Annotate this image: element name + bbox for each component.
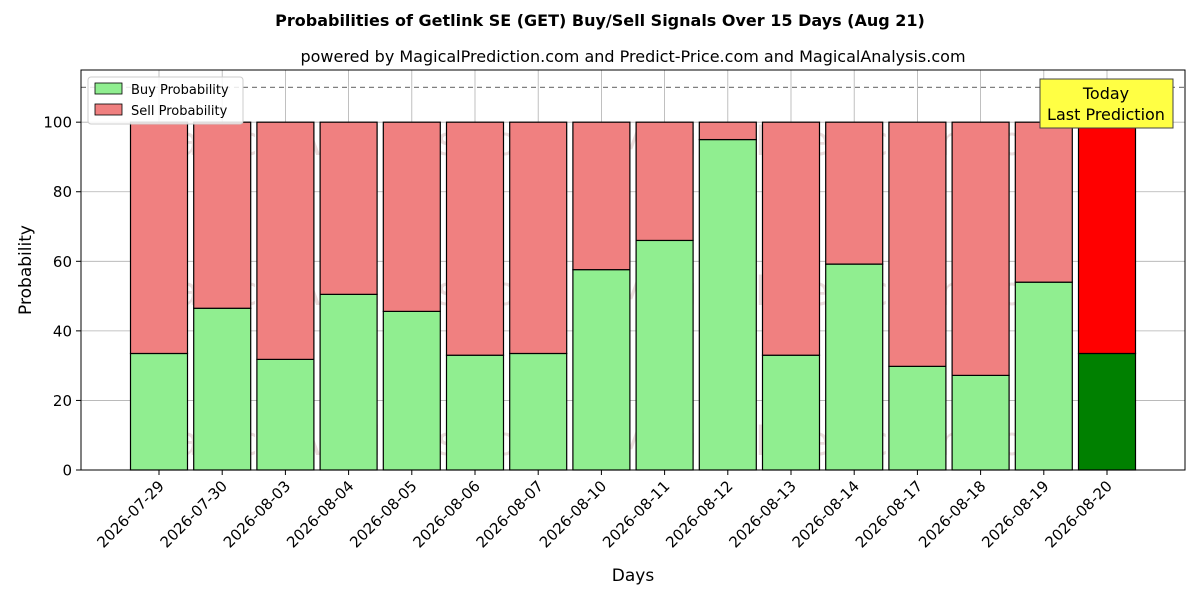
x-tick-label: 2026-08-19 <box>978 477 1052 551</box>
x-tick-label: 2026-08-07 <box>473 477 547 551</box>
buy-bar <box>382 310 441 471</box>
buy-bar <box>193 307 252 471</box>
sell-bar <box>572 121 631 271</box>
legend: Buy Probability Sell Probability <box>87 76 244 125</box>
y-tick-label: 40 <box>53 322 72 340</box>
sell-bar <box>635 121 694 242</box>
x-tick-label: 2026-08-05 <box>346 477 420 551</box>
x-axis: 2026-07-292026-07-302026-08-032026-08-04… <box>93 470 1116 551</box>
buy-bar <box>635 239 694 471</box>
x-tick-label: 2026-07-30 <box>157 477 231 551</box>
today-annotation-line1: Today <box>1082 84 1129 103</box>
y-tick-label: 80 <box>53 183 72 201</box>
legend-sell-label: Sell Probability <box>131 104 228 119</box>
x-tick-label: 2026-08-11 <box>599 477 673 551</box>
x-tick-label: 2026-08-10 <box>536 477 610 551</box>
bars <box>129 121 1137 471</box>
buy-bar <box>761 354 821 471</box>
today-annotation: Today Last Prediction <box>1039 78 1174 129</box>
sell-bar <box>445 121 505 356</box>
y-axis: 0 20 40 60 80 100 <box>43 114 81 480</box>
legend-box <box>87 76 244 125</box>
sell-bar <box>382 121 441 312</box>
buy-bar <box>509 352 568 471</box>
x-tick-label: 2026-08-03 <box>220 477 294 551</box>
x-tick-label: 2026-08-04 <box>283 477 357 551</box>
chart-title: Probabilities of Getlink SE (GET) Buy/Se… <box>275 11 925 30</box>
x-tick-label: 2026-08-18 <box>915 477 989 551</box>
buy-bar <box>319 293 378 471</box>
buy-bar <box>129 352 189 471</box>
x-axis-label: Days <box>612 566 655 586</box>
legend-sell-swatch <box>94 103 123 116</box>
x-tick-label: 2026-08-17 <box>852 477 926 551</box>
legend-buy-label: Buy Probability <box>131 83 229 98</box>
sell-bar <box>509 121 568 355</box>
buy-bar <box>256 358 315 471</box>
legend-buy-swatch <box>94 82 123 95</box>
buy-bar <box>445 354 505 471</box>
buy-bar <box>1077 352 1137 471</box>
x-tick-label: 2026-08-13 <box>725 477 799 551</box>
sell-bar <box>698 121 757 141</box>
y-tick-label: 0 <box>62 462 72 480</box>
buy-bar <box>572 269 631 471</box>
chart-subtitle: powered by MagicalPrediction.com and Pre… <box>300 47 965 66</box>
sell-bar <box>1077 121 1137 355</box>
sell-bar <box>761 121 821 356</box>
x-tick-label: 2026-08-20 <box>1041 477 1115 551</box>
sell-bar <box>193 121 252 309</box>
sell-bar <box>1014 121 1073 283</box>
y-tick-label: 100 <box>43 114 72 132</box>
buy-bar <box>825 263 884 471</box>
today-annotation-box <box>1039 78 1174 129</box>
y-axis-label: Probability <box>16 225 36 315</box>
y-tick-label: 20 <box>53 392 72 410</box>
x-tick-label: 2026-08-12 <box>662 477 736 551</box>
sell-bar <box>951 121 1010 376</box>
x-tick-label: 2026-08-14 <box>789 477 863 551</box>
buy-bar <box>951 374 1010 471</box>
today-annotation-line2: Last Prediction <box>1047 105 1165 124</box>
sell-bar <box>825 121 884 265</box>
buy-bar <box>698 138 757 471</box>
x-tick-label: 2026-07-29 <box>93 477 167 551</box>
sell-bar <box>319 121 378 295</box>
buy-bar <box>1014 281 1073 471</box>
x-tick-label: 2026-08-06 <box>409 477 483 551</box>
buy-bar <box>888 365 947 471</box>
sell-bar <box>256 121 315 360</box>
plot-area-frame <box>80 69 1186 471</box>
sell-bar <box>129 121 189 355</box>
y-tick-label: 60 <box>53 253 72 271</box>
sell-bar <box>888 121 947 367</box>
